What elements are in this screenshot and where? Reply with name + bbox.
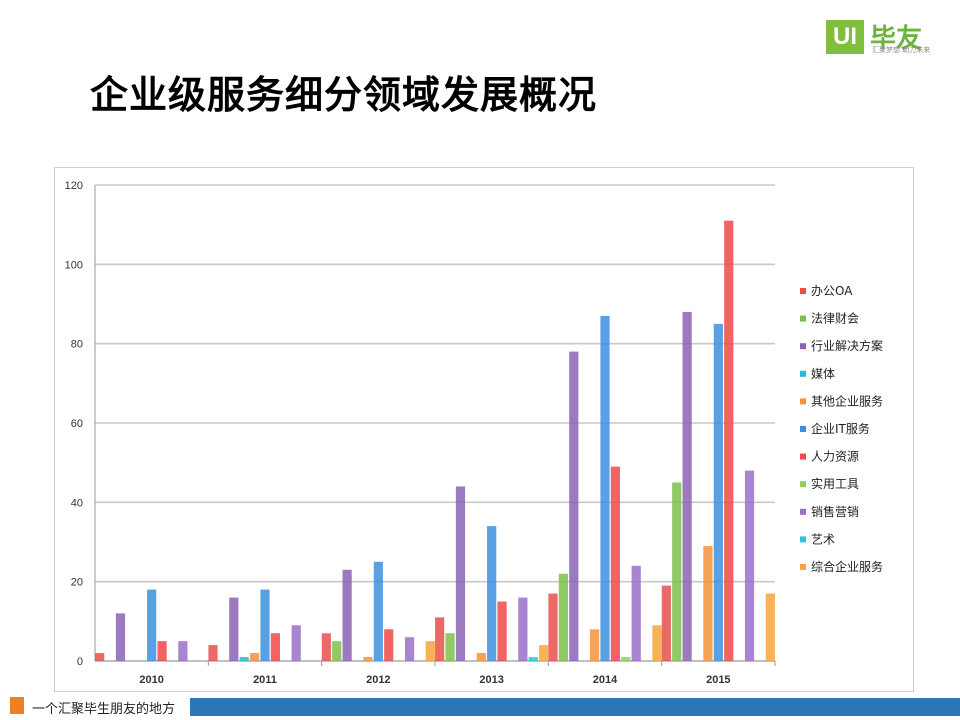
bar xyxy=(476,653,486,661)
legend-label: 办公OA xyxy=(811,283,853,298)
bar xyxy=(208,645,218,661)
bar xyxy=(291,625,301,661)
x-tick-label: 2013 xyxy=(479,674,503,686)
y-tick-label: 120 xyxy=(65,180,83,192)
bar xyxy=(95,653,105,661)
bar xyxy=(621,657,631,661)
bar xyxy=(539,645,549,661)
y-tick-label: 60 xyxy=(71,418,83,430)
bar xyxy=(497,601,507,661)
bar xyxy=(724,220,734,661)
bar xyxy=(487,526,497,661)
x-tick-label: 2010 xyxy=(139,674,163,686)
x-tick-label: 2015 xyxy=(706,674,730,686)
bar xyxy=(528,657,538,661)
logo-mark: UI xyxy=(826,20,864,54)
bar xyxy=(445,633,455,661)
bar xyxy=(404,637,415,661)
bar xyxy=(455,486,466,661)
bar xyxy=(384,629,394,661)
footer-bar xyxy=(190,698,960,716)
bar xyxy=(147,589,157,661)
y-tick-label: 40 xyxy=(71,497,83,509)
bar xyxy=(332,641,342,661)
x-tick-label: 2012 xyxy=(366,674,390,686)
legend-label: 企业IT服务 xyxy=(811,421,870,436)
bar xyxy=(435,617,445,661)
bar xyxy=(425,641,435,661)
legend-swatch xyxy=(800,370,806,377)
bar xyxy=(713,323,723,661)
bar xyxy=(157,641,167,661)
bar xyxy=(115,613,126,661)
legend-label: 艺术 xyxy=(811,532,835,546)
legend-swatch xyxy=(800,564,806,570)
page-title: 企业级服务细分领域发展概况 xyxy=(90,73,598,117)
bar xyxy=(631,565,641,661)
y-tick-label: 20 xyxy=(71,577,83,589)
bar xyxy=(610,466,620,661)
legend-label: 行业解决方案 xyxy=(811,338,883,353)
x-tick-label: 2011 xyxy=(253,674,277,686)
legend-swatch xyxy=(800,508,806,515)
legend-label: 法律财会 xyxy=(811,312,859,326)
y-tick-label: 100 xyxy=(65,259,83,271)
bar xyxy=(661,585,671,661)
bar xyxy=(260,589,270,661)
bar xyxy=(765,593,775,661)
bar xyxy=(270,633,280,661)
bar xyxy=(569,351,579,661)
bar xyxy=(363,657,373,661)
legend-swatch xyxy=(800,536,806,543)
bar xyxy=(652,625,662,661)
brand-logo: UI 毕友 汇聚梦想 助力未来 xyxy=(826,20,946,56)
legend-label: 综合企业服务 xyxy=(811,559,883,574)
bar xyxy=(548,593,558,661)
bar xyxy=(600,315,610,661)
footer-accent-square xyxy=(10,697,24,714)
bar xyxy=(373,561,383,661)
bar-chart: 0 20 40 60 80 100 120 2010 2011 2012 2013 2014 2015 办… xyxy=(65,180,883,686)
bar xyxy=(672,482,682,661)
bar xyxy=(342,569,352,661)
legend-swatch xyxy=(800,343,806,350)
legend-label: 媒体 xyxy=(811,367,835,381)
bar xyxy=(518,597,528,661)
chart-frame: 0 20 40 60 80 100 120 2010 2011 2012 2013 2014 2015 办… xyxy=(54,167,914,692)
legend-swatch xyxy=(800,426,806,432)
legend-swatch xyxy=(800,288,806,294)
bar xyxy=(703,545,713,661)
legend-swatch xyxy=(800,398,806,405)
legend-swatch xyxy=(800,315,806,322)
bar xyxy=(229,597,239,661)
legend-label: 销售营销 xyxy=(811,504,859,519)
x-tick-label: 2014 xyxy=(593,674,618,686)
bar xyxy=(682,311,692,661)
bar xyxy=(744,470,755,661)
bar xyxy=(250,653,260,661)
bar xyxy=(321,633,331,661)
logo-name: 毕友 xyxy=(870,24,923,54)
legend-swatch xyxy=(800,453,806,460)
footer-text: 一个汇聚毕生朋友的地方 xyxy=(32,702,176,717)
bar xyxy=(178,641,188,661)
y-tick-label: 80 xyxy=(71,339,83,351)
legend-swatch xyxy=(800,481,806,488)
y-tick-label: 0 xyxy=(77,656,83,668)
bar xyxy=(558,573,568,661)
legend-label: 其他企业服务 xyxy=(811,393,883,408)
logo-tagline: 汇聚梦想 助力未来 xyxy=(872,46,931,54)
bar xyxy=(590,629,600,661)
legend-label: 人力资源 xyxy=(811,450,859,464)
legend-label: 实用工具 xyxy=(811,476,859,491)
bar xyxy=(239,657,249,661)
